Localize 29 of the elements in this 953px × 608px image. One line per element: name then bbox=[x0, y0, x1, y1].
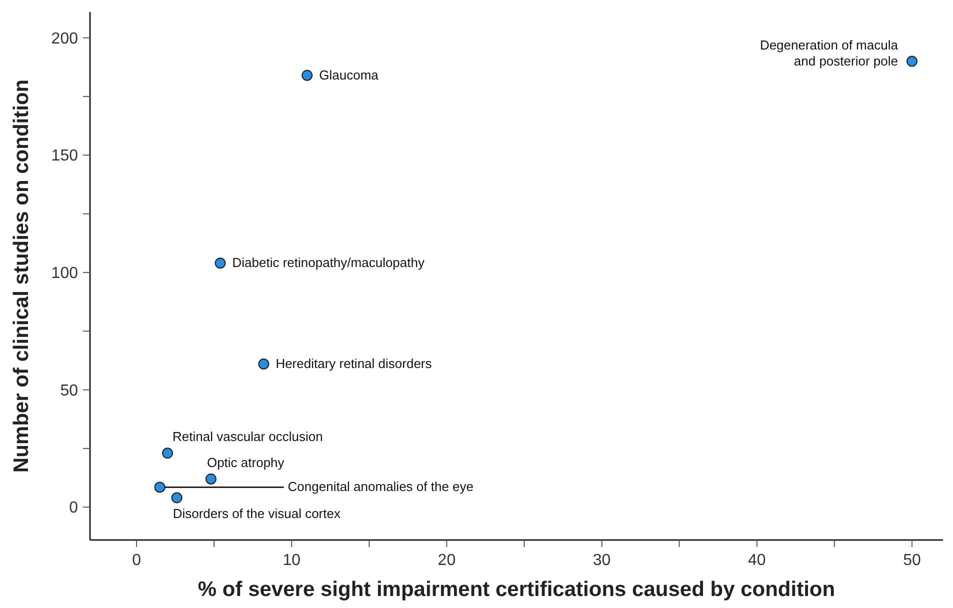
annotation: Retinal vascular occlusion bbox=[172, 429, 323, 444]
point bbox=[154, 482, 166, 493]
y-tick-label: 150 bbox=[51, 148, 78, 165]
x-axis-title: % of severe sight impairment certifications caused by condition bbox=[198, 578, 836, 601]
point bbox=[162, 448, 174, 459]
annotation: Hereditary retinal disorders bbox=[276, 356, 432, 371]
x-tick-label: 10 bbox=[282, 552, 301, 569]
point bbox=[906, 56, 918, 67]
x-tick-label: 50 bbox=[903, 552, 921, 569]
y-tick-label: 50 bbox=[60, 382, 78, 400]
y-tick-label: 200 bbox=[51, 30, 78, 48]
annotation: Optic atrophy bbox=[206, 454, 285, 470]
annotation: Glaucoma bbox=[319, 67, 380, 82]
annotation: Diabetic retinopathy/maculopathy bbox=[232, 255, 425, 270]
annotation: Disorders of the visual cortex bbox=[172, 506, 341, 521]
x-tick-label: 40 bbox=[748, 552, 766, 569]
x-tick-label: 20 bbox=[438, 552, 456, 569]
annotation: Congenital anomalies of the eye bbox=[288, 479, 474, 494]
y-axis-title: Number of clinical studies on condition bbox=[10, 79, 33, 473]
point bbox=[214, 258, 226, 269]
point bbox=[258, 358, 270, 370]
y-tick-label: 100 bbox=[51, 265, 78, 282]
x-tick-label: 0 bbox=[132, 552, 142, 569]
point bbox=[171, 492, 182, 504]
point bbox=[302, 70, 313, 81]
point bbox=[205, 473, 216, 484]
y-tick-label: 0 bbox=[69, 500, 78, 517]
x-tick-label: 30 bbox=[592, 552, 611, 569]
annotation: Degeneration of macula and posterior pole bbox=[760, 37, 899, 68]
